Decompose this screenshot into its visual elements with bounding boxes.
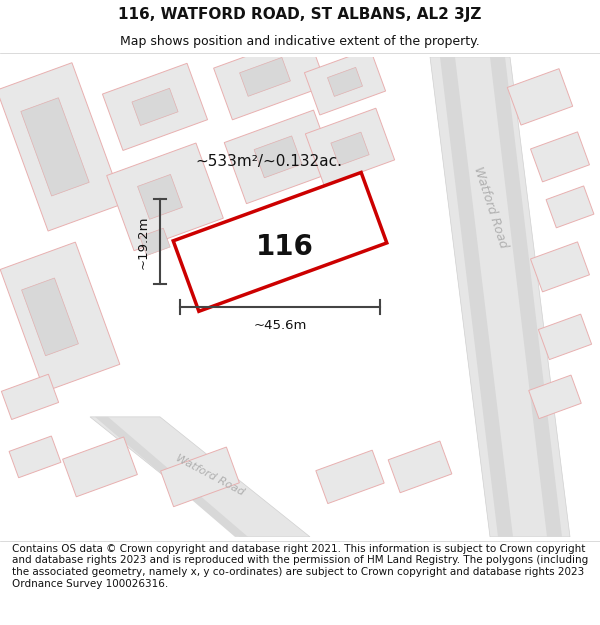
Polygon shape (140, 228, 170, 256)
Polygon shape (0, 242, 120, 392)
Polygon shape (546, 186, 594, 228)
Polygon shape (430, 57, 570, 537)
Polygon shape (254, 136, 302, 178)
Text: Contains OS data © Crown copyright and database right 2021. This information is : Contains OS data © Crown copyright and d… (12, 544, 588, 589)
Polygon shape (0, 62, 123, 231)
Polygon shape (137, 174, 182, 219)
Polygon shape (239, 58, 290, 96)
Polygon shape (538, 314, 592, 359)
Polygon shape (529, 375, 581, 419)
Polygon shape (95, 417, 248, 537)
Polygon shape (103, 63, 208, 151)
Text: ~533m²/~0.132ac.: ~533m²/~0.132ac. (195, 154, 342, 169)
Polygon shape (1, 374, 59, 419)
Text: Map shows position and indicative extent of the property.: Map shows position and indicative extent… (120, 35, 480, 48)
Text: ~45.6m: ~45.6m (253, 319, 307, 332)
Polygon shape (508, 69, 572, 125)
Polygon shape (490, 57, 562, 537)
Polygon shape (161, 447, 239, 507)
Polygon shape (214, 34, 326, 120)
Polygon shape (331, 132, 369, 166)
Text: 116: 116 (256, 233, 314, 261)
Polygon shape (22, 278, 79, 356)
Polygon shape (530, 242, 589, 292)
Polygon shape (316, 450, 384, 504)
Polygon shape (440, 57, 513, 537)
Polygon shape (530, 132, 589, 182)
Text: 116, WATFORD ROAD, ST ALBANS, AL2 3JZ: 116, WATFORD ROAD, ST ALBANS, AL2 3JZ (118, 8, 482, 22)
Polygon shape (90, 417, 310, 537)
Polygon shape (21, 98, 89, 196)
Text: Watford Road: Watford Road (470, 164, 509, 249)
Polygon shape (305, 108, 395, 186)
Polygon shape (388, 441, 452, 493)
Text: Watford Road: Watford Road (174, 452, 246, 497)
Polygon shape (224, 110, 336, 204)
Text: ~19.2m: ~19.2m (137, 215, 150, 269)
Polygon shape (107, 143, 223, 251)
Polygon shape (62, 437, 137, 497)
Polygon shape (304, 49, 386, 115)
Polygon shape (173, 173, 387, 311)
Polygon shape (328, 68, 362, 96)
Polygon shape (132, 88, 178, 126)
Polygon shape (9, 436, 61, 478)
